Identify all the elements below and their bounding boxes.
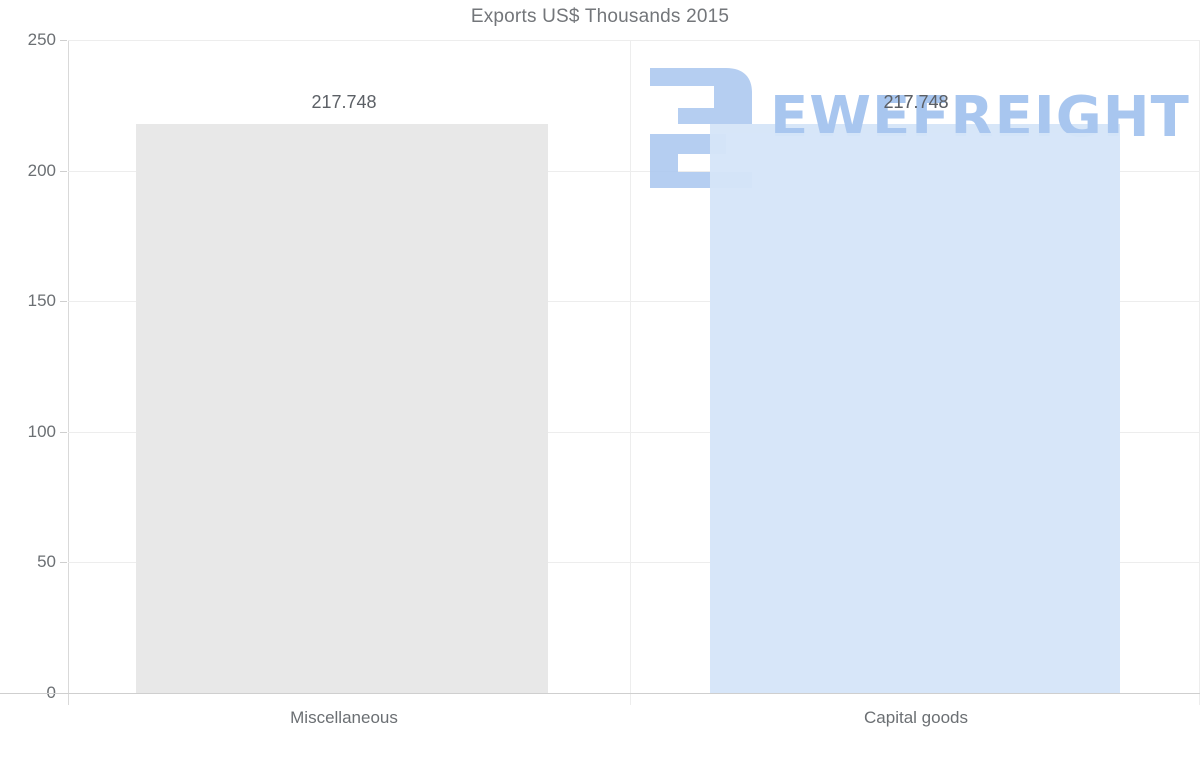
bar-capital-goods-overlay <box>710 133 1120 693</box>
x-axis-line <box>0 693 1200 694</box>
y-tick-label-100: 100 <box>27 421 56 441</box>
y-axis-line <box>68 40 69 705</box>
y-tick-mark-200 <box>60 170 67 172</box>
y-tick-label-200: 200 <box>27 160 56 180</box>
bar-miscellaneous[interactable] <box>136 124 548 693</box>
bar-value-capital-goods: 217.748 <box>883 92 949 112</box>
gridline-150 <box>68 301 1200 303</box>
y-tick-mark-100 <box>60 431 67 433</box>
y-tick-label-0: 0 <box>0 683 56 703</box>
y-tick-mark-50 <box>60 562 67 564</box>
x-tick-label-miscellaneous: Miscellaneous <box>290 708 398 727</box>
bar-value-miscellaneous: 217.748 <box>311 92 377 112</box>
gridline-200 <box>68 170 1200 172</box>
gridline-250 <box>68 40 1200 41</box>
y-tick-label-250: 250 <box>27 30 56 49</box>
bar-value-capital-goods-top: 217.748 <box>883 92 949 112</box>
y-tick-mark-250 <box>60 40 67 41</box>
chart-title: Exports US$ Thousands 2015 <box>470 6 730 27</box>
gridline-category-separator <box>630 40 631 705</box>
y-tick-mark-150 <box>60 301 67 303</box>
gridline-100 <box>68 431 1200 433</box>
y-tick-label-50: 50 <box>37 552 56 572</box>
gridline-50 <box>68 562 1200 564</box>
x-tick-label-capital-goods: Capital goods <box>864 708 968 727</box>
y-axis: 250 200 150 100 50 0 <box>0 0 67 763</box>
y-tick-label-150: 150 <box>27 291 56 311</box>
